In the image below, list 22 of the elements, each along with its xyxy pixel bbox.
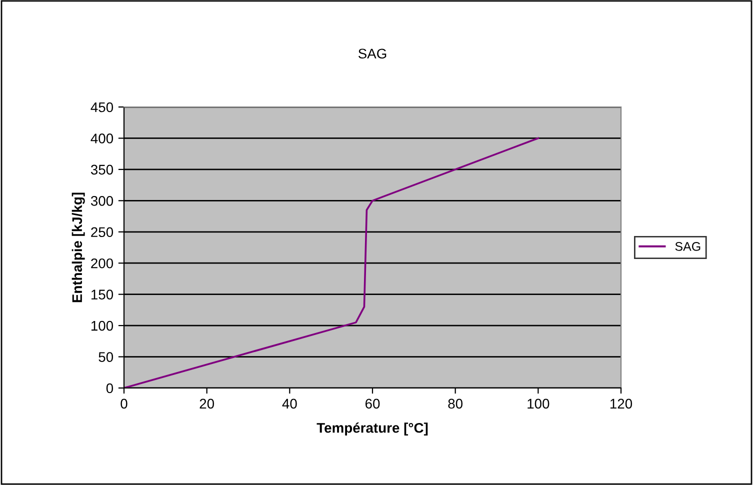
x-tick-label: 20	[200, 398, 214, 409]
y-tick-label: 150	[91, 290, 114, 300]
x-axis-title: Température [°C]	[316, 422, 428, 436]
y-tick-label: 300	[90, 196, 114, 206]
x-tick-label: 120	[610, 398, 632, 409]
y-tick-label: 250	[91, 227, 114, 238]
y-tick-label: 50	[98, 352, 114, 362]
y-tick-label: 350	[90, 164, 114, 175]
x-tick-label: 100	[528, 398, 550, 409]
y-tick-label: 0	[106, 383, 114, 394]
x-tick-label: 40	[282, 398, 297, 409]
y-tick-label: 450	[90, 102, 114, 112]
legend-label: SAG	[675, 242, 700, 251]
y-tick-label: 400	[90, 134, 114, 144]
y-tick-label: 200	[91, 258, 114, 268]
x-tick-label: 60	[365, 398, 380, 409]
line-series	[124, 137, 540, 388]
chart-title: SAG	[358, 48, 386, 59]
y-axis-title: Enthalpie [kJ/kg]	[72, 192, 85, 302]
x-tick-label: 0	[120, 398, 128, 409]
y-tick-label: 100	[91, 320, 114, 331]
x-tick-label: 80	[448, 398, 463, 409]
